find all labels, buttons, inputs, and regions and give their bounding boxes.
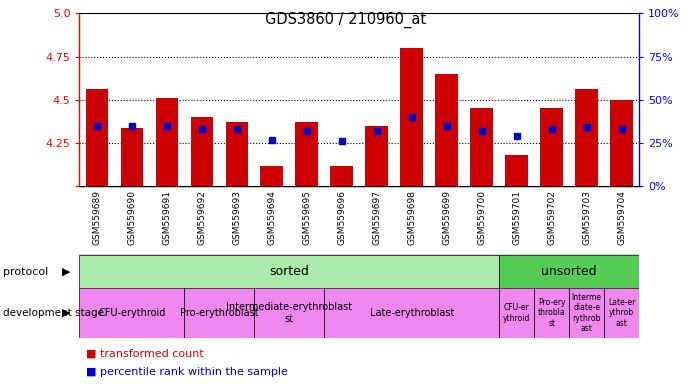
Text: Pro-ery
throbla
st: Pro-ery throbla st (538, 298, 565, 328)
Text: Pro-erythroblast: Pro-erythroblast (180, 308, 258, 318)
Bar (296, 122, 319, 186)
Bar (534, 288, 569, 338)
Bar (471, 108, 493, 186)
Text: GSM559691: GSM559691 (162, 190, 171, 245)
Bar (330, 166, 353, 186)
Text: Late-er
ythrob
ast: Late-er ythrob ast (608, 298, 635, 328)
Bar (400, 48, 423, 186)
Bar (576, 89, 598, 186)
Text: Late-erythroblast: Late-erythroblast (370, 308, 454, 318)
Text: development stage: development stage (3, 308, 104, 318)
Bar (254, 288, 324, 338)
Bar (261, 166, 283, 186)
Text: GSM559696: GSM559696 (337, 190, 346, 245)
Bar (191, 117, 214, 186)
Text: ▶: ▶ (62, 266, 70, 277)
Text: unsorted: unsorted (542, 265, 597, 278)
Text: GSM559689: GSM559689 (93, 190, 102, 245)
Text: GSM559699: GSM559699 (442, 190, 451, 245)
Bar (79, 255, 499, 288)
Text: GSM559703: GSM559703 (583, 190, 591, 245)
Text: CFU-er
ythroid: CFU-er ythroid (503, 303, 531, 323)
Bar (86, 89, 108, 186)
Text: GDS3860 / 210960_at: GDS3860 / 210960_at (265, 12, 426, 28)
Text: GSM559697: GSM559697 (372, 190, 381, 245)
Text: GSM559698: GSM559698 (407, 190, 416, 245)
Bar (499, 255, 639, 288)
Bar (604, 288, 639, 338)
Text: sorted: sorted (269, 265, 310, 278)
Text: GSM559704: GSM559704 (617, 190, 626, 245)
Text: CFU-erythroid: CFU-erythroid (98, 308, 166, 318)
Text: ■ transformed count: ■ transformed count (79, 349, 205, 359)
Bar (120, 128, 143, 186)
Bar (569, 288, 604, 338)
Text: GSM559692: GSM559692 (198, 190, 207, 245)
Bar (435, 74, 458, 186)
Text: GSM559701: GSM559701 (512, 190, 521, 245)
Text: ■ percentile rank within the sample: ■ percentile rank within the sample (79, 367, 288, 377)
Bar (79, 288, 184, 338)
Text: Intermediate-erythroblast
st: Intermediate-erythroblast st (226, 302, 352, 324)
Text: GSM559700: GSM559700 (477, 190, 486, 245)
Bar (184, 288, 254, 338)
Bar (540, 108, 563, 186)
Bar (366, 126, 388, 186)
Bar (324, 288, 499, 338)
Text: protocol: protocol (3, 266, 48, 277)
Bar (155, 98, 178, 186)
Text: Interme
diate-e
rythrob
ast: Interme diate-e rythrob ast (571, 293, 602, 333)
Text: ▶: ▶ (62, 308, 70, 318)
Text: GSM559693: GSM559693 (232, 190, 241, 245)
Text: GSM559695: GSM559695 (303, 190, 312, 245)
Text: GSM559690: GSM559690 (127, 190, 136, 245)
Text: GSM559694: GSM559694 (267, 190, 276, 245)
Bar (610, 100, 633, 186)
Bar (225, 122, 248, 186)
Text: GSM559702: GSM559702 (547, 190, 556, 245)
Bar (499, 288, 534, 338)
Bar (505, 155, 528, 186)
